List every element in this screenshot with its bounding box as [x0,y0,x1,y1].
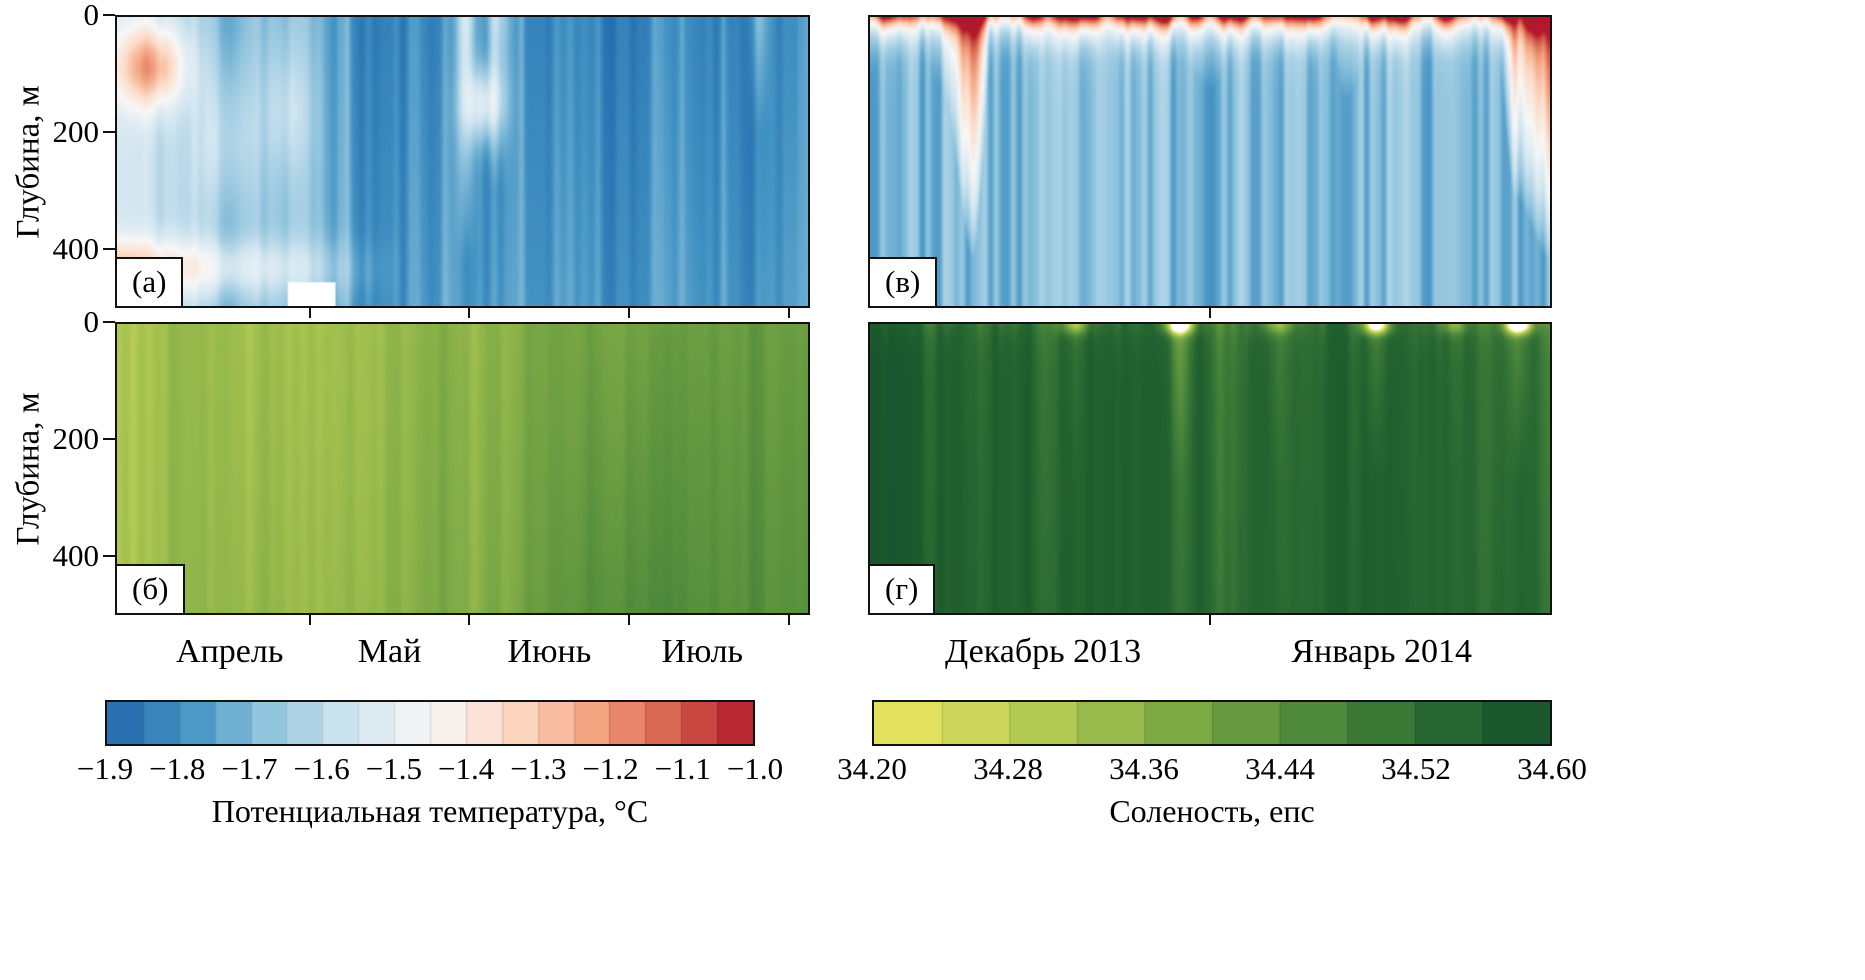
colorbar-salinity-canvas [874,702,1550,744]
x-tick-label: Май [357,633,422,670]
panel-v-canvas [870,17,1550,306]
colorbar-temperature-canvas [107,702,753,744]
y-tick-label: 200 [52,421,100,457]
colorbar-temperature-tick-label: −1.7 [221,751,278,786]
colorbar-temperature-tick-label: −1.6 [293,751,350,786]
colorbar-temperature-title: Потенциальная температура, °C [211,793,649,829]
colorbar-salinity-title: Соленость, епс [1109,793,1315,829]
x-axis-tick [468,308,471,318]
colorbar-temperature-tick-label: −1.2 [582,751,639,786]
y-axis-tick [103,248,115,251]
x-tick-label: Апрель [176,633,284,670]
colorbar-salinity-tick-label: 34.20 [837,751,907,786]
x-axis-tick [308,615,311,625]
colorbar-salinity [872,700,1552,746]
y-axis-tick [103,14,115,16]
colorbar-salinity-tick-label: 34.60 [1517,751,1587,786]
colorbar-salinity-tick-label: 34.44 [1245,751,1315,786]
panel-a-canvas [117,17,808,306]
colorbar-temperature-tick-label: −1.1 [654,751,711,786]
heatmap-panel-v-temperature: (в) [868,15,1552,308]
panel-g-label: (г) [868,564,936,615]
x-axis-tick [628,615,631,625]
y-tick-label: 200 [52,114,100,150]
colorbar-salinity-tick-label: 34.28 [973,751,1043,786]
colorbar-temperature-tick-label: −1.3 [510,751,567,786]
panel-v-label: (в) [868,257,938,308]
x-axis-tick [308,308,311,318]
y-axis-tick [103,438,115,441]
x-axis-tick [788,308,791,318]
y-axis-tick [103,321,115,323]
x-axis-tick [1209,615,1211,625]
panel-g-canvas [870,324,1550,613]
y-tick-label: 0 [83,0,100,32]
x-tick-label: Июнь [507,633,592,670]
x-axis-tick [788,615,791,625]
x-tick-label: Июль [661,633,744,670]
heatmap-panel-a-temperature: (а) [115,15,810,308]
x-tick-label: Декабрь 2013 [945,633,1142,670]
y-axis-tick [103,131,115,134]
heatmap-panel-b-salinity: (б) [115,322,810,615]
y-tick-label: 400 [52,538,100,574]
y-tick-label: 400 [52,231,100,267]
x-axis-tick [1209,308,1211,318]
colorbar-temperature-tick-label: −1.4 [437,751,495,786]
panel-b-label: (б) [115,564,186,615]
colorbar-temperature-tick-label: −1.0 [726,751,784,786]
panel-b-canvas [117,324,808,613]
x-axis-tick [628,308,631,318]
y-axis-tick [103,555,115,558]
colorbar-salinity-tick-label: 34.52 [1381,751,1451,786]
x-tick-label: Январь 2014 [1291,633,1472,670]
colorbar-temperature [105,700,755,746]
colorbar-temperature-tick-label: −1.5 [365,751,422,786]
panel-a-label: (а) [115,257,184,308]
colorbar-temperature-tick-label: −1.8 [149,751,206,786]
x-axis-tick [468,615,471,625]
colorbar-temperature-tick-label: −1.9 [76,751,134,786]
y-tick-label: 0 [83,304,100,339]
heatmap-panel-g-salinity: (г) [868,322,1552,615]
colorbar-salinity-tick-label: 34.36 [1109,751,1179,786]
